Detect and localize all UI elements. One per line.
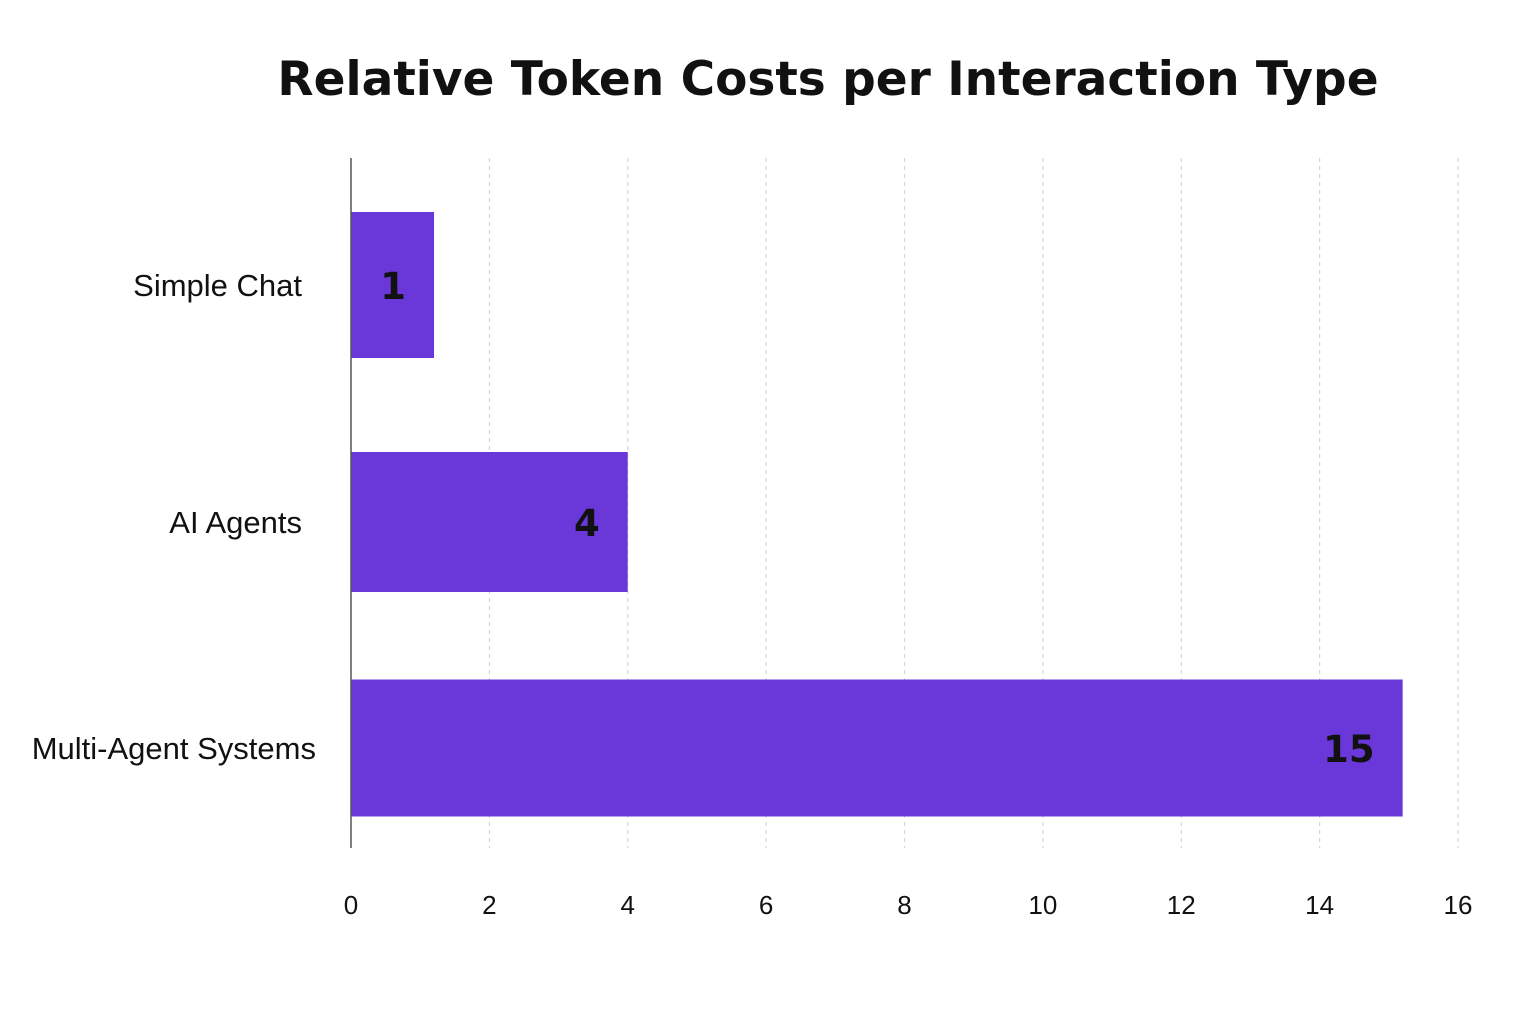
data-label: 15 bbox=[1323, 728, 1375, 771]
bar-ai-agents bbox=[351, 452, 628, 592]
x-tick-label: 10 bbox=[1028, 890, 1057, 920]
data-label: 1 bbox=[380, 265, 406, 308]
x-tick-label: 12 bbox=[1167, 890, 1196, 920]
category-label: Multi-Agent Systems bbox=[32, 731, 316, 766]
x-tick-label: 16 bbox=[1444, 890, 1473, 920]
x-tick-label: 0 bbox=[344, 890, 358, 920]
category-label: AI Agents bbox=[169, 505, 302, 540]
x-tick-label: 2 bbox=[482, 890, 496, 920]
label-layer: 0 2 4 6 8 10 12 14 16 Simple Chat 1 AI Agents 4 Multi… bbox=[32, 265, 1473, 920]
x-tick-label: 14 bbox=[1305, 890, 1334, 920]
x-tick-label: 6 bbox=[759, 890, 773, 920]
x-tick-label: 4 bbox=[621, 890, 635, 920]
bar-simple-chat bbox=[351, 212, 435, 358]
bar-layer bbox=[351, 212, 1403, 817]
bar-multi-agent-systems bbox=[351, 679, 1403, 817]
data-label: 4 bbox=[574, 502, 600, 545]
category-label: Simple Chat bbox=[133, 268, 302, 303]
chart-title: Relative Token Costs per Interaction Typ… bbox=[277, 52, 1379, 107]
x-tick-label: 8 bbox=[897, 890, 911, 920]
